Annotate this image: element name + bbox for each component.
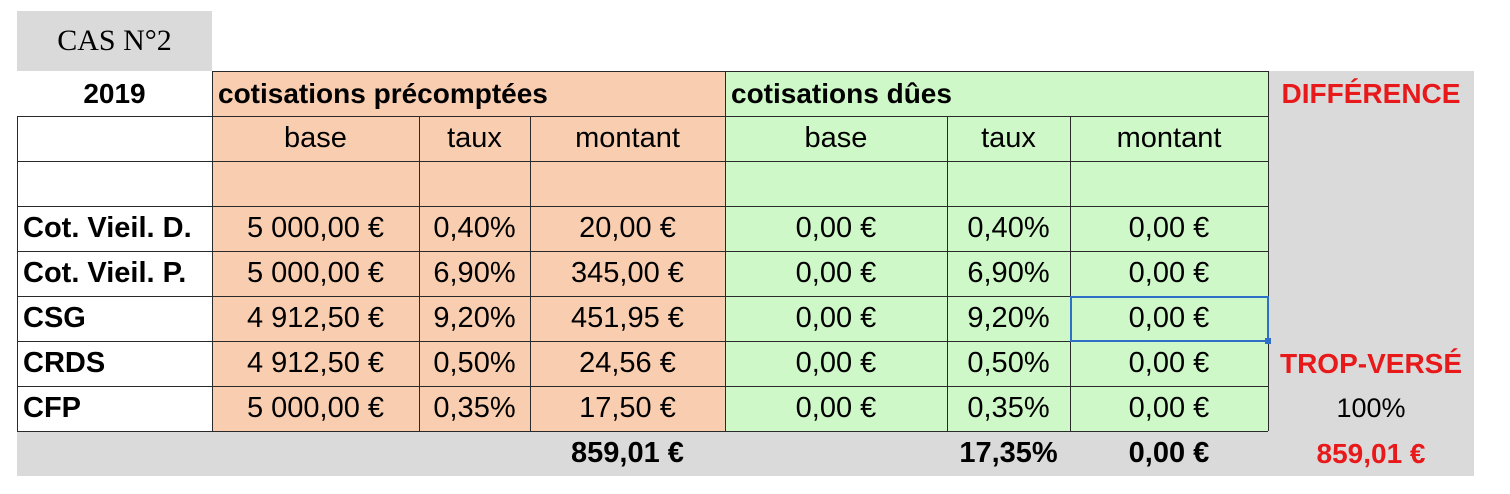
total-due-taux[interactable]: 17,35% <box>959 437 1058 469</box>
pre-montant-cell[interactable]: 24,56 € <box>530 341 725 386</box>
due-taux-cell[interactable]: 0,35% <box>947 386 1070 431</box>
section-dues: cotisations dûes <box>725 71 1268 116</box>
due-base-cell[interactable]: 0,00 € <box>725 206 947 251</box>
due-montant-cell[interactable]: 0,00 € <box>1070 386 1268 431</box>
empty-cell[interactable] <box>1070 161 1268 206</box>
grid-line <box>17 386 1268 387</box>
difference-heading: DIFFÉRENCE <box>1281 77 1461 109</box>
cell-selection-outline <box>1070 296 1269 342</box>
pre-base-cell[interactable]: 5 000,00 € <box>212 251 419 296</box>
col-header-pre-taux[interactable]: taux <box>419 116 530 161</box>
empty-cell[interactable] <box>947 161 1070 206</box>
due-montant-cell[interactable]: 0,00 € <box>1070 251 1268 296</box>
grid-line <box>17 116 1268 117</box>
row-label-cfp[interactable]: CFP <box>23 392 81 424</box>
due-base-cell[interactable]: 0,00 € <box>725 386 947 431</box>
grid-line <box>17 341 1268 342</box>
pre-taux-cell[interactable]: 0,40% <box>419 206 530 251</box>
due-taux-cell[interactable]: 9,20% <box>947 296 1070 341</box>
grid-line <box>1268 71 1269 431</box>
pre-montant-cell[interactable]: 345,00 € <box>530 251 725 296</box>
row-label-cot-vieil-d[interactable]: Cot. Vieil. D. <box>23 212 192 244</box>
pre-taux-cell[interactable]: 6,90% <box>419 251 530 296</box>
grid-line <box>419 116 420 431</box>
due-base-cell[interactable]: 0,00 € <box>725 251 947 296</box>
total-pre-montant[interactable]: 859,01 € <box>571 437 684 469</box>
pre-base-cell[interactable]: 5 000,00 € <box>212 206 419 251</box>
empty-cell[interactable] <box>725 161 947 206</box>
pre-taux-cell[interactable]: 0,35% <box>419 386 530 431</box>
totals-row <box>17 431 1474 476</box>
row-label-csg[interactable]: CSG <box>23 302 86 334</box>
col-header-pre-montant[interactable]: montant <box>530 116 725 161</box>
due-montant-cell[interactable]: 0,00 € <box>1070 341 1268 386</box>
grid-line <box>530 116 531 431</box>
empty-row-label[interactable] <box>17 161 212 206</box>
col-header-due-taux[interactable]: taux <box>947 116 1070 161</box>
case-title: CAS N°2 <box>17 11 212 71</box>
grid-line <box>212 71 213 431</box>
due-taux-cell[interactable]: 6,90% <box>947 251 1070 296</box>
grid-line <box>17 206 1268 207</box>
grid-line <box>17 296 1268 297</box>
fill-handle[interactable] <box>1265 338 1271 344</box>
due-taux-cell[interactable]: 0,40% <box>947 206 1070 251</box>
due-montant-cell[interactable]: 0,00 € <box>1070 206 1268 251</box>
pre-base-cell[interactable]: 4 912,50 € <box>212 341 419 386</box>
due-taux-cell[interactable]: 0,50% <box>947 341 1070 386</box>
empty-cell[interactable] <box>212 161 419 206</box>
year-label: 2019 <box>83 77 146 109</box>
grid-line <box>17 161 1268 162</box>
pre-montant-cell[interactable]: 17,50 € <box>530 386 725 431</box>
grid-line <box>17 251 1268 252</box>
due-base-cell[interactable]: 0,00 € <box>725 341 947 386</box>
row-label-crds[interactable]: CRDS <box>23 347 106 379</box>
grid-line <box>212 71 1268 72</box>
grid-line <box>17 431 1268 432</box>
difference-amount[interactable]: 859,01 € <box>1316 437 1426 469</box>
pre-taux-cell[interactable]: 0,50% <box>419 341 530 386</box>
empty-cell[interactable] <box>419 161 530 206</box>
section-precomptees: cotisations précomptées <box>212 71 725 116</box>
row-label-cot-vieil-p[interactable]: Cot. Vieil. P. <box>23 257 187 289</box>
total-due-montant[interactable]: 0,00 € <box>1128 437 1210 469</box>
pre-montant-cell[interactable]: 20,00 € <box>530 206 725 251</box>
pre-base-cell[interactable]: 5 000,00 € <box>212 386 419 431</box>
grid-line <box>1070 116 1071 431</box>
due-base-cell[interactable]: 0,00 € <box>725 296 947 341</box>
grid-line <box>725 71 726 431</box>
col-header-pre-base[interactable]: base <box>212 116 419 161</box>
trop-verse-label: TROP-VERSÉ <box>1279 347 1463 379</box>
col-header-due-montant[interactable]: montant <box>1070 116 1268 161</box>
pre-montant-cell[interactable]: 451,95 € <box>530 296 725 341</box>
due-montant-cell-selected[interactable]: 0,00 € <box>1070 296 1268 341</box>
pre-base-cell[interactable]: 4 912,50 € <box>212 296 419 341</box>
grid-line <box>17 116 18 431</box>
difference-percent[interactable]: 100% <box>1336 393 1406 423</box>
difference-panel <box>1268 71 1474 431</box>
empty-cell[interactable] <box>530 161 725 206</box>
pre-taux-cell[interactable]: 9,20% <box>419 296 530 341</box>
grid-line <box>947 116 948 431</box>
col-header-due-base[interactable]: base <box>725 116 947 161</box>
header-blank-cell[interactable] <box>17 116 212 161</box>
